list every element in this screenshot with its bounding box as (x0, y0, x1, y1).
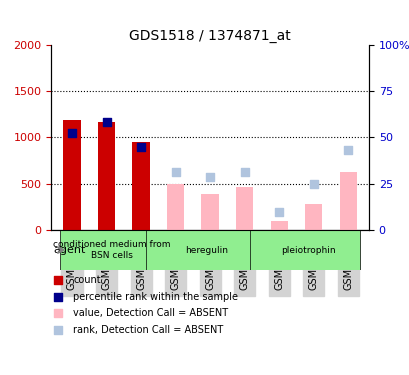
FancyBboxPatch shape (199, 230, 220, 270)
Bar (98, 122, 115, 230)
Bar (132, 142, 149, 230)
Point (207, 174, 213, 180)
Text: percentile rank within the sample: percentile rank within the sample (73, 292, 238, 302)
Bar (201, 194, 218, 230)
Title: GDS1518 / 1374871_at: GDS1518 / 1374871_at (129, 28, 290, 43)
Point (103, 119, 110, 125)
Text: pleiotrophin: pleiotrophin (281, 246, 335, 255)
Text: heregulin: heregulin (185, 246, 228, 255)
Point (275, 209, 282, 215)
Bar (63, 120, 81, 230)
Bar (339, 172, 356, 230)
FancyBboxPatch shape (96, 230, 117, 270)
Point (344, 147, 351, 153)
FancyBboxPatch shape (130, 230, 151, 270)
Text: conditioned medium from
BSN cells: conditioned medium from BSN cells (53, 240, 170, 260)
FancyBboxPatch shape (60, 230, 156, 270)
Bar (270, 222, 287, 230)
Point (137, 144, 144, 150)
Text: count: count (73, 275, 101, 285)
Text: rank, Detection Call = ABSENT: rank, Detection Call = ABSENT (73, 325, 223, 335)
FancyBboxPatch shape (337, 230, 358, 270)
FancyBboxPatch shape (165, 230, 186, 270)
Point (264, 264, 270, 270)
Bar (236, 187, 253, 230)
FancyBboxPatch shape (249, 230, 360, 270)
Bar (304, 204, 321, 230)
Bar (166, 184, 184, 230)
Point (264, 114, 270, 120)
FancyBboxPatch shape (61, 230, 82, 270)
FancyBboxPatch shape (303, 230, 323, 270)
Point (241, 169, 247, 175)
Point (69, 130, 75, 136)
FancyBboxPatch shape (146, 230, 260, 270)
Text: value, Detection Call = ABSENT: value, Detection Call = ABSENT (73, 308, 228, 318)
Point (172, 169, 178, 175)
Text: agent: agent (53, 245, 85, 255)
FancyBboxPatch shape (234, 230, 254, 270)
FancyBboxPatch shape (268, 230, 289, 270)
Point (310, 181, 316, 187)
